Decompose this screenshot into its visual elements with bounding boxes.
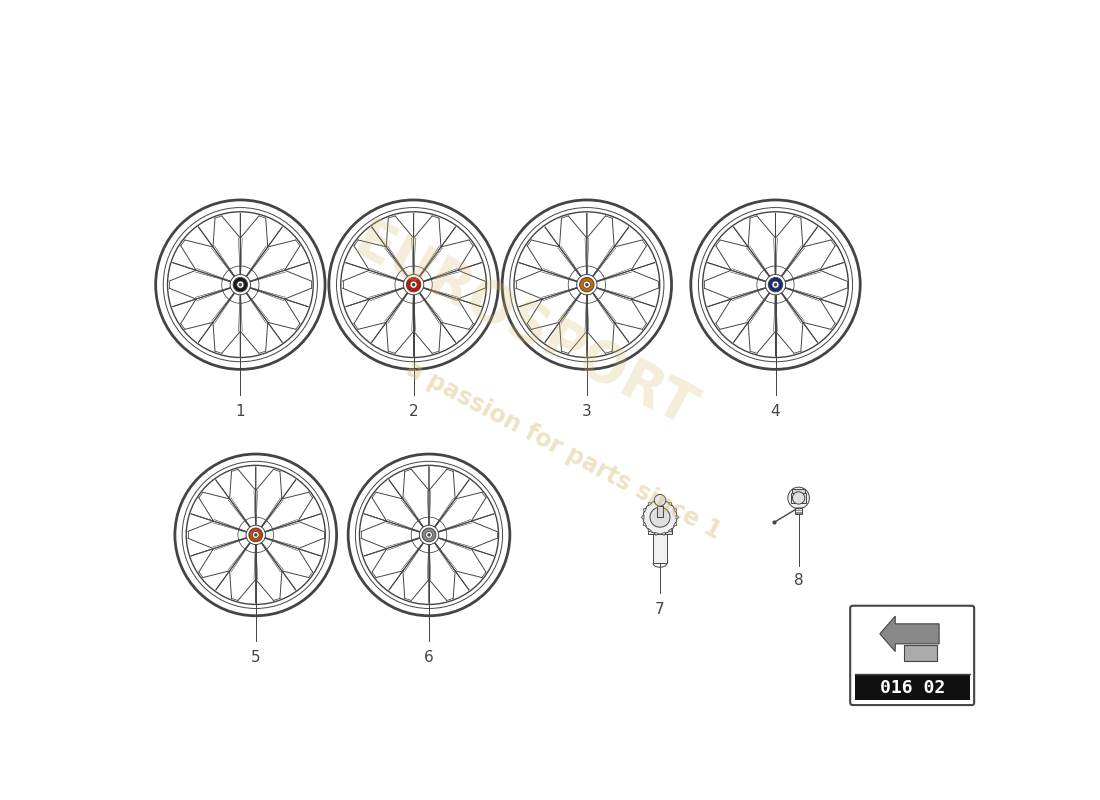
Polygon shape [644,522,647,526]
Text: a passion for parts since 1: a passion for parts since 1 [403,357,725,544]
Bar [855,674,969,701]
Circle shape [766,274,785,295]
Circle shape [233,278,248,292]
Bar [904,646,937,661]
Text: 6: 6 [425,650,433,666]
Text: 016 02: 016 02 [880,679,945,697]
Text: 7: 7 [656,602,664,617]
Polygon shape [654,532,659,535]
Polygon shape [669,502,672,506]
Text: EUROSPORT: EUROSPORT [345,214,705,440]
Bar [657,506,663,517]
Circle shape [774,283,777,286]
Circle shape [644,500,676,534]
Polygon shape [661,498,666,502]
Text: 1: 1 [235,404,245,419]
Bar [792,489,805,493]
Circle shape [585,283,588,286]
Polygon shape [673,522,676,526]
Text: 5: 5 [251,650,261,666]
Circle shape [792,492,805,504]
Bar [653,534,667,563]
Circle shape [428,534,430,536]
Circle shape [422,528,436,542]
Circle shape [252,531,260,538]
Text: 4: 4 [771,404,780,419]
Bar [649,528,671,534]
Polygon shape [661,532,666,535]
Circle shape [254,534,257,536]
Circle shape [410,281,417,288]
Polygon shape [654,498,659,502]
Circle shape [426,531,432,538]
Polygon shape [669,528,672,532]
Text: 3: 3 [582,404,592,419]
FancyBboxPatch shape [850,606,975,705]
Bar [794,503,802,514]
Polygon shape [880,616,939,651]
Circle shape [576,274,597,295]
Circle shape [236,281,244,288]
Circle shape [419,525,439,545]
Polygon shape [648,528,651,532]
Circle shape [412,283,415,286]
Circle shape [768,278,783,292]
Circle shape [239,283,242,286]
Circle shape [249,528,263,542]
Polygon shape [676,515,679,519]
Polygon shape [673,508,676,512]
Circle shape [230,274,251,295]
Polygon shape [648,502,651,506]
Circle shape [580,278,594,292]
Circle shape [246,525,265,545]
Text: 2: 2 [409,404,418,419]
Circle shape [654,494,666,506]
Circle shape [772,281,779,288]
Text: 8: 8 [794,574,803,589]
Bar [791,493,806,503]
Polygon shape [644,508,647,512]
Circle shape [404,274,424,295]
Circle shape [406,278,421,292]
Circle shape [583,281,591,288]
Polygon shape [641,515,644,519]
Circle shape [650,507,670,527]
Circle shape [788,487,810,509]
